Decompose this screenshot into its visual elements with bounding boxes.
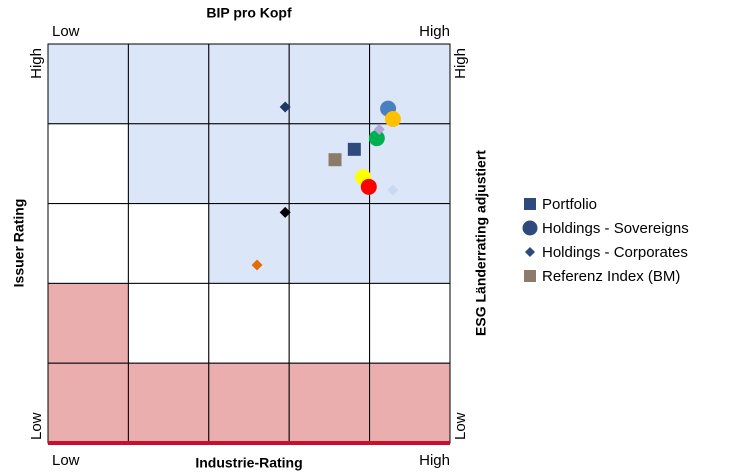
corner-low: Low bbox=[52, 23, 80, 40]
left-label: Issuer Rating bbox=[11, 199, 27, 288]
cell bbox=[369, 203, 451, 284]
legend-marker bbox=[524, 198, 536, 210]
cell bbox=[288, 282, 371, 364]
legend-marker bbox=[522, 220, 538, 236]
corner-high: High bbox=[419, 452, 450, 469]
square-marker bbox=[328, 153, 342, 167]
legend-label: Referenz Index (BM) bbox=[542, 268, 680, 285]
cell bbox=[369, 362, 451, 444]
cell bbox=[288, 362, 371, 444]
legend-label: Holdings - Sovereigns bbox=[542, 220, 689, 237]
circle-marker bbox=[360, 178, 377, 195]
diamond-marker bbox=[251, 259, 263, 271]
cell bbox=[369, 282, 451, 364]
circle-marker bbox=[368, 130, 385, 147]
cell bbox=[127, 203, 210, 284]
right-label: ESG Länderrating adjustiert bbox=[473, 150, 489, 336]
diamond-marker bbox=[373, 123, 385, 135]
cell bbox=[47, 282, 129, 364]
cell bbox=[47, 362, 129, 444]
bottom-label: Industrie-Rating bbox=[195, 455, 302, 471]
top-label: BIP pro Kopf bbox=[206, 5, 292, 21]
cell bbox=[208, 203, 290, 284]
square-marker bbox=[347, 142, 361, 156]
cell bbox=[127, 282, 210, 364]
diamond-marker bbox=[279, 101, 291, 113]
cell bbox=[288, 43, 371, 125]
cell bbox=[47, 123, 129, 205]
left-high: High bbox=[28, 48, 45, 79]
cell bbox=[47, 203, 129, 284]
cell bbox=[208, 43, 290, 125]
right-high: High bbox=[452, 48, 469, 79]
cell bbox=[208, 123, 290, 205]
corner-low: Low bbox=[52, 452, 80, 469]
plot-area bbox=[47, 43, 451, 445]
legend-label: Portfolio bbox=[542, 196, 597, 213]
cell bbox=[127, 362, 210, 444]
diamond-marker bbox=[387, 184, 399, 196]
corner-high: High bbox=[419, 23, 450, 40]
cell bbox=[47, 43, 129, 125]
diamond-marker bbox=[279, 206, 291, 218]
cell bbox=[127, 123, 210, 205]
cell bbox=[208, 362, 290, 444]
legend-label: Holdings - Corporates bbox=[542, 244, 688, 261]
left-low: Low bbox=[28, 412, 45, 440]
right-low: Low bbox=[452, 412, 469, 440]
circle-marker bbox=[384, 111, 401, 128]
legend-marker bbox=[524, 270, 536, 282]
legend-marker bbox=[525, 247, 535, 257]
cell bbox=[127, 43, 210, 125]
cell bbox=[208, 282, 290, 364]
cell bbox=[288, 203, 371, 284]
